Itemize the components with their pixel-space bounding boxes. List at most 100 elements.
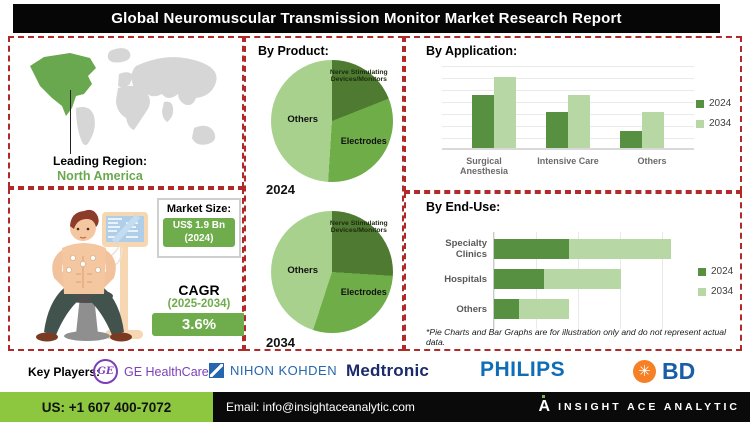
- pie-slice-label-electrodes: Electrodes: [340, 286, 387, 297]
- cagr-period: (2025-2034): [167, 298, 231, 310]
- nihon-kohden-logo: NIHON KOHDEN: [209, 363, 337, 378]
- bar-segment-2034: [543, 269, 621, 289]
- man-eye-right: [86, 227, 90, 231]
- chest-electrodes: [66, 255, 102, 274]
- bar-2034: [568, 94, 590, 148]
- market-size-card: Market Size: US$ 1.9 Bn (2024): [157, 198, 241, 258]
- bar-2024: [620, 130, 642, 148]
- insight-ace-analytic-logo: A INSIGHT ACE ANALYTIC: [539, 392, 741, 422]
- map-australia: [192, 125, 216, 145]
- legend-label-2024: 2024: [711, 266, 734, 277]
- philips-logo: PHILIPS: [480, 358, 565, 382]
- legend-swatch-2024: [698, 267, 706, 276]
- stool-leg: [76, 296, 98, 334]
- key-players-bar: Key Players: GE GE HealthCare NIHON KOHD…: [0, 352, 750, 392]
- man-left-leg: [44, 288, 80, 335]
- man-eye-left: [76, 227, 80, 231]
- category-hospitals: Hospitals: [444, 273, 487, 285]
- key-players-label: Key Players:: [28, 365, 101, 379]
- nihon-kohden-icon: [209, 363, 224, 378]
- pie-year-2024: 2024: [266, 182, 295, 197]
- market-size-value: US$ 1.9 Bn: [172, 220, 226, 231]
- world-map: [30, 48, 217, 146]
- title-banner: Global Neuromuscular Transmission Monito…: [13, 4, 720, 33]
- nihon-kohden-wordmark: NIHON KOHDEN: [230, 363, 338, 378]
- market-size-label: Market Size:: [166, 203, 232, 215]
- category-specialty-clinics: Specialty Clinics: [445, 238, 487, 260]
- man-left-shoe: [36, 332, 58, 342]
- footer-phone: US: +1 607 400-7072: [0, 392, 213, 422]
- cagr-block: CAGR (2025-2034) 3.6%: [152, 282, 246, 336]
- legend-item-2034: 2034: [698, 286, 733, 297]
- brand-wordmark: INSIGHT ACE ANALYTIC: [558, 401, 740, 413]
- market-size-section: Market Size: US$ 1.9 Bn (2024) CAGR (202…: [8, 188, 246, 351]
- stool-base: [64, 331, 110, 341]
- map-africa: [116, 85, 150, 130]
- brand-a-icon: A: [538, 395, 551, 415]
- end-use-legend: 2024 2034: [698, 266, 733, 297]
- pie-slice-label-others: Others: [287, 264, 319, 276]
- leading-region-label: Leading Region:: [53, 154, 147, 168]
- ge-healthcare-logo: GE GE HealthCare: [93, 359, 209, 384]
- bar-segment-2034: [518, 299, 569, 319]
- bar-2024: [472, 94, 494, 148]
- map-europe: [118, 72, 133, 88]
- patient-monitor-illustration: [36, 209, 148, 342]
- legend-swatch-2024: [696, 99, 704, 108]
- by-end-use-section: By End-Use: Specialty Clinics Hospitals …: [404, 192, 742, 351]
- legend-item-2034: 2034: [696, 118, 731, 129]
- region-callout-line: [70, 90, 71, 154]
- bar-segment-2024: [494, 239, 569, 259]
- ge-monogram-icon: GE: [93, 359, 118, 384]
- category-surgical-anesthesia: Surgical Anesthesia: [459, 156, 509, 176]
- medtronic-wordmark: Medtronic: [346, 361, 430, 380]
- footer-bar: US: +1 607 400-7072 Email: info@insighta…: [0, 392, 750, 422]
- pie-slice-label-nerve: Nerve Stimulating Devices/Monitors: [329, 68, 388, 84]
- by-end-use-heading: By End-Use:: [426, 200, 501, 214]
- man-right-leg: [88, 288, 124, 335]
- leading-region-section: Leading Region: North America: [8, 36, 244, 188]
- bar-segment-2024: [494, 299, 519, 319]
- man-right-shoe: [110, 332, 132, 342]
- man-hair: [70, 209, 99, 229]
- bar-group: [472, 66, 516, 148]
- monitor-pole: [120, 242, 128, 334]
- medtronic-logo: Medtronic: [346, 361, 429, 381]
- pie-chart-2024: Nerve Stimulating Devices/Monitors Elect…: [271, 60, 393, 182]
- map-greenland: [107, 48, 131, 63]
- ge-healthcare-wordmark: GE HealthCare: [124, 364, 209, 379]
- bd-sunburst-icon: ✳: [633, 360, 656, 383]
- bar-segment-2034: [568, 239, 671, 259]
- application-legend: 2024 2034: [696, 98, 731, 129]
- bd-wordmark: BD: [662, 358, 696, 384]
- torso-detail: [76, 256, 92, 288]
- footer-email: Email: info@insightaceanalytic.com: [226, 400, 415, 414]
- philips-wordmark: PHILIPS: [480, 358, 566, 381]
- by-application-heading: By Application:: [426, 44, 518, 58]
- category-intensive-care: Intensive Care: [537, 156, 599, 166]
- legend-swatch-2034: [698, 287, 706, 296]
- bar-2034: [494, 76, 516, 148]
- stacked-bar-row: [494, 269, 702, 289]
- map-asia: [131, 57, 217, 106]
- market-size-value-box: US$ 1.9 Bn (2024): [163, 218, 235, 247]
- man-mouth: [79, 236, 87, 239]
- legend-swatch-2034: [696, 119, 704, 128]
- market-size-year: (2024): [184, 232, 214, 244]
- pie-slice-label-others: Others: [287, 113, 319, 125]
- pie-slice-label-electrodes: Electrodes: [340, 135, 387, 146]
- by-application-section: By Application: Surgical Anesthesia Inte…: [404, 36, 742, 192]
- end-use-category-labels: Specialty Clinics Hospitals Others: [420, 232, 493, 329]
- bar-segment-2024: [494, 269, 544, 289]
- map-north-america-highlight: [30, 53, 96, 116]
- pie-year-2034: 2034: [266, 335, 295, 350]
- pie-chart-2034: Nerve Stimulating Devices/Monitors Elect…: [271, 211, 393, 333]
- application-category-labels: Surgical Anesthesia Intensive Care Other…: [442, 156, 694, 176]
- illustration-disclaimer: *Pie Charts and Bar Graphs are for illus…: [426, 327, 726, 347]
- screen-glare: [111, 213, 141, 245]
- bd-logo: ✳ BD: [633, 358, 695, 385]
- end-use-plot-area: [493, 232, 702, 329]
- cagr-label: CAGR: [178, 282, 220, 298]
- legend-label-2024: 2024: [709, 98, 732, 109]
